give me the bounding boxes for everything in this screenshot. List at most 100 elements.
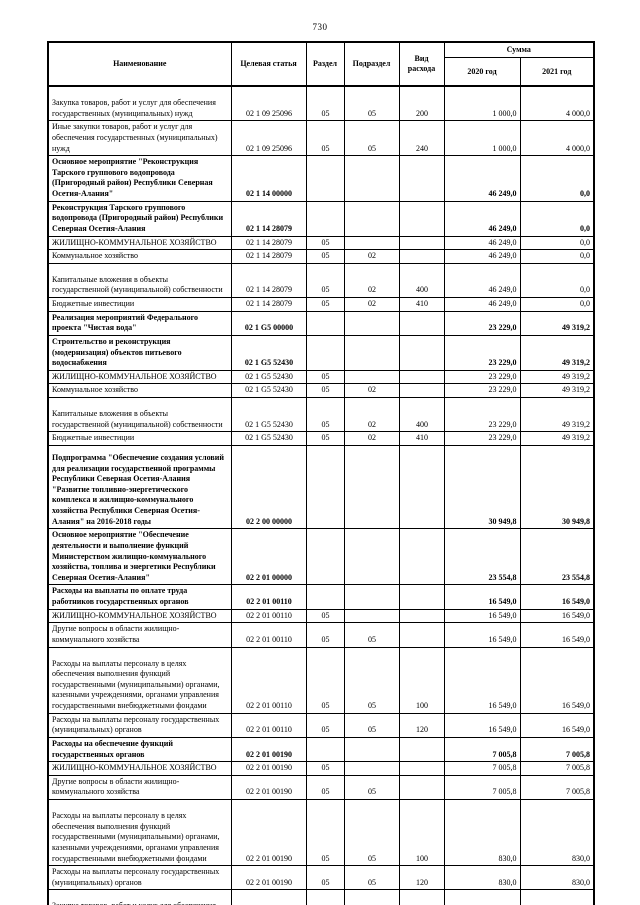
cell-target-article: 02 2 01 00190 — [230, 761, 307, 776]
cell-amount-2021: 7 005,8 — [519, 774, 596, 801]
cell-section: 05 — [305, 646, 345, 714]
cell-expense-type: 100 — [398, 798, 445, 867]
cell-target-article: 02 1 14 28079 — [230, 249, 307, 264]
cell-name: Реализация мероприятий Федерального прое… — [47, 310, 232, 336]
cell-subsection: 05 — [343, 774, 400, 801]
cell-target-article: 02 1 14 28079 — [230, 235, 307, 251]
cell-name: Расходы на выплаты персоналу в целях обе… — [47, 646, 232, 714]
table-row: Расходы на выплаты персоналу в целях обе… — [47, 798, 596, 867]
table-row: Основное мероприятие "Реконструкция Тарс… — [47, 155, 596, 202]
table-row: Расходы на обеспечение функций государст… — [47, 736, 596, 763]
table-row: Основное мероприятие "Обеспечение деятел… — [47, 528, 596, 586]
cell-amount-2021: 49 319,2 — [519, 431, 596, 446]
cell-subsection: 02 — [343, 249, 400, 264]
cell-target-article: 02 2 01 00190 — [230, 798, 307, 867]
cell-amount-2020: 23 229,0 — [443, 383, 521, 398]
cell-target-article: 02 2 01 00190 — [230, 736, 307, 763]
cell-section — [305, 334, 345, 371]
cell-name: Бюджетные инвестиции — [47, 431, 232, 446]
cell-amount-2020: 46 249,0 — [443, 235, 521, 251]
cell-expense-type — [398, 235, 445, 251]
cell-amount-2021: 16 549,0 — [519, 608, 596, 624]
cell-subsection — [343, 736, 400, 763]
column-header-section: Раздел — [305, 41, 345, 87]
cell-amount-2020: 46 249,0 — [443, 200, 521, 237]
cell-name: Подпрограмма "Обеспечение создания услов… — [47, 444, 232, 530]
cell-subsection: 05 — [343, 622, 400, 648]
cell-target-article: 02 2 01 00000 — [230, 528, 307, 586]
cell-target-article: 02 1 14 28079 — [230, 200, 307, 237]
cell-amount-2020: 16 549,0 — [443, 584, 521, 610]
cell-section: 05 — [305, 297, 345, 312]
cell-amount-2020: 7 005,8 — [443, 736, 521, 763]
cell-section — [305, 200, 345, 237]
cell-name: Коммунальное хозяйство — [47, 383, 232, 398]
cell-section: 05 — [305, 235, 345, 251]
cell-amount-2021: 830,0 — [519, 865, 596, 891]
table-row: ЖИЛИЩНО-КОММУНАЛЬНОЕ ХОЗЯЙСТВО 02 1 14 28… — [47, 235, 596, 251]
cell-amount-2021: 830,0 — [519, 798, 596, 867]
cell-section: 05 — [305, 608, 345, 624]
cell-target-article: 02 1 G5 52430 — [230, 334, 307, 371]
cell-subsection: 02 — [343, 431, 400, 446]
cell-amount-2021: 16 549,0 — [519, 584, 596, 610]
cell-name: Капитальные вложения в объекты государст… — [47, 396, 232, 433]
cell-expense-type — [398, 444, 445, 530]
header-row-top: Наименование Целевая статья Раздел Подра… — [47, 41, 595, 87]
cell-name: Расходы на выплаты по оплате труда работ… — [47, 584, 232, 610]
cell-amount-2021: 0,0 — [519, 155, 596, 202]
cell-name: Закупка товаров, работ и услуг для обесп… — [47, 85, 232, 122]
cell-amount-2021: 16 549,0 — [519, 646, 596, 714]
table-row: Иные закупки товаров, работ и услуг для … — [47, 120, 596, 157]
column-header-year-2021: 2021 год — [519, 57, 595, 87]
cell-target-article: 02 2 01 00110 — [230, 584, 307, 610]
table-row: Бюджетные инвестиции 02 1 G5 52430 05 02 410… — [47, 431, 596, 446]
cell-amount-2021: 49 319,2 — [519, 310, 596, 336]
table-row: Коммунальное хозяйство 02 1 G5 52430 05 02 2… — [47, 383, 596, 398]
column-header-target-article: Целевая статья — [230, 41, 307, 87]
cell-name: Капитальные вложения в объекты государст… — [47, 262, 232, 299]
cell-section: 05 — [305, 889, 345, 905]
cell-section: 05 — [305, 761, 345, 776]
cell-subsection — [343, 444, 400, 530]
cell-target-article: 02 2 01 00190 — [230, 889, 307, 905]
cell-section — [305, 310, 345, 336]
table-row: Другие вопросы в области жилищно-коммуна… — [47, 774, 596, 801]
cell-subsection: 05 — [343, 712, 400, 738]
cell-expense-type: 400 — [398, 396, 445, 433]
cell-section: 05 — [305, 431, 345, 446]
cell-target-article: 02 2 01 00110 — [230, 608, 307, 624]
table-row: Реконструкция Тарского группового водопр… — [47, 200, 596, 237]
cell-section: 05 — [305, 396, 345, 433]
cell-subsection: 05 — [343, 865, 400, 891]
cell-section: 05 — [305, 774, 345, 801]
cell-amount-2020: 23 229,0 — [443, 334, 521, 371]
cell-amount-2020: 1 000,0 — [443, 85, 521, 122]
cell-target-article: 02 1 14 00000 — [230, 155, 307, 202]
cell-expense-type — [398, 334, 445, 371]
cell-section: 05 — [305, 622, 345, 648]
cell-amount-2020: 46 249,0 — [443, 249, 521, 264]
cell-expense-type — [398, 369, 445, 385]
cell-amount-2021: 30 949,8 — [519, 444, 596, 530]
cell-expense-type: 240 — [398, 120, 445, 157]
cell-expense-type — [398, 155, 445, 202]
cell-subsection: 05 — [343, 798, 400, 867]
cell-expense-type — [398, 622, 445, 648]
table-row: Закупка товаров, работ и услуг для обесп… — [47, 889, 596, 905]
table-row: Бюджетные инвестиции 02 1 14 28079 05 02 410… — [47, 297, 596, 312]
cell-amount-2021: 49 319,2 — [519, 369, 596, 385]
table-row: ЖИЛИЩНО-КОММУНАЛЬНОЕ ХОЗЯЙСТВО 02 2 01 00… — [47, 608, 596, 624]
cell-expense-type — [398, 736, 445, 763]
cell-amount-2021: 7 005,8 — [519, 761, 596, 776]
cell-subsection: 05 — [343, 85, 400, 122]
cell-expense-type: 100 — [398, 646, 445, 714]
cell-section: 05 — [305, 865, 345, 891]
cell-section: 05 — [305, 369, 345, 385]
cell-section: 05 — [305, 798, 345, 867]
cell-amount-2020: 7 005,8 — [443, 774, 521, 801]
cell-target-article: 02 1 G5 52430 — [230, 383, 307, 398]
column-header-year-2020: 2020 год — [443, 57, 521, 87]
cell-amount-2021: 4 000,0 — [519, 120, 596, 157]
